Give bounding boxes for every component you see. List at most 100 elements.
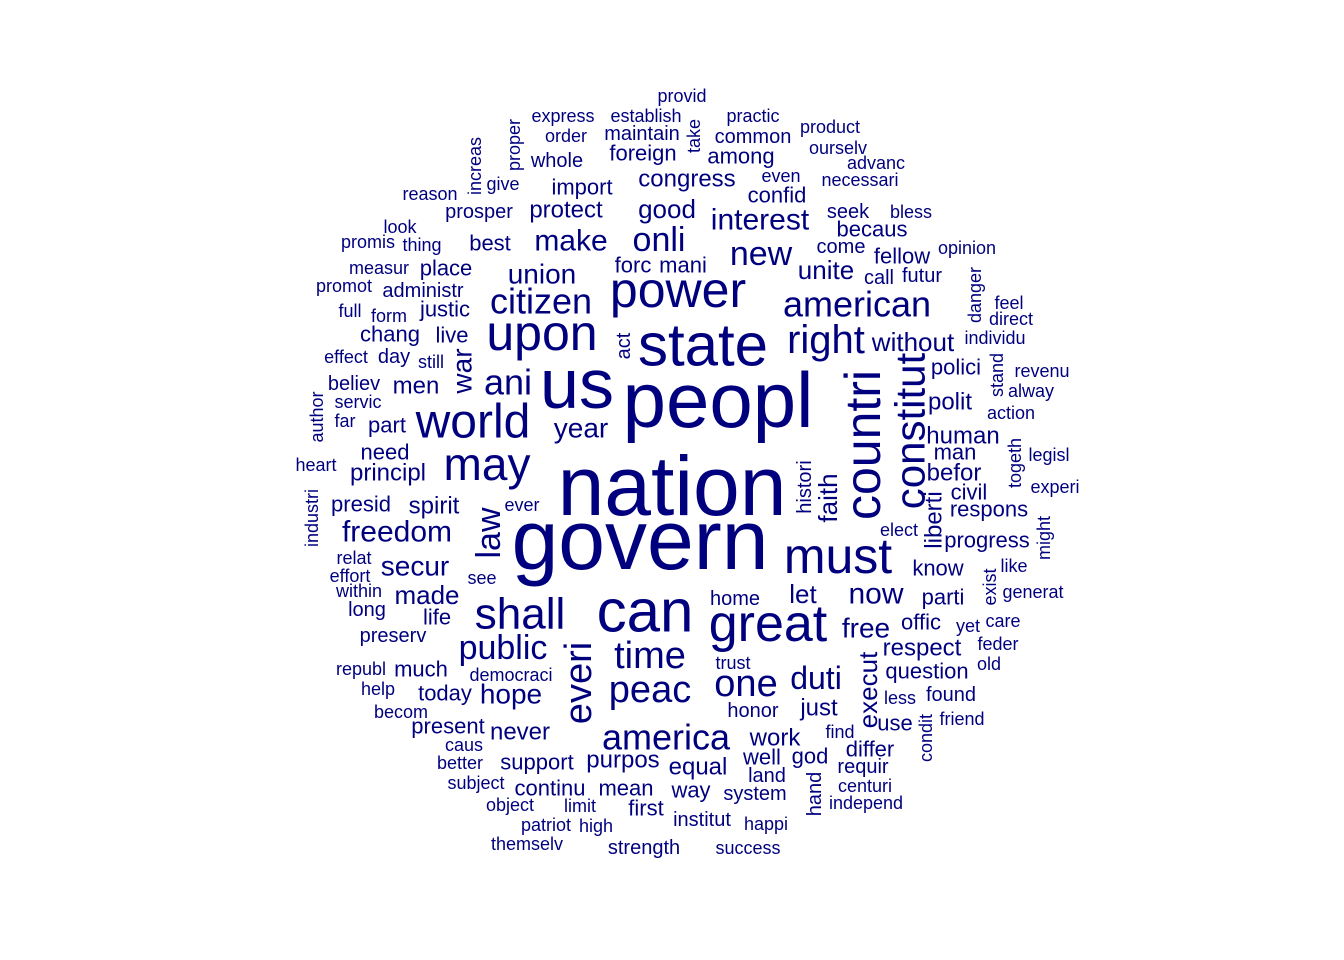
word-liberti: liberti: [921, 491, 948, 548]
word-chang: chang: [360, 322, 420, 347]
word-support: support: [500, 750, 573, 775]
word-still: still: [418, 352, 444, 372]
word-common: common: [715, 126, 792, 148]
word-less: less: [884, 688, 916, 708]
word-preserv: preserv: [360, 625, 427, 647]
word-found: found: [926, 684, 976, 706]
word-presid: presid: [331, 492, 391, 517]
word-respect: respect: [883, 635, 962, 662]
word-establish: establish: [610, 106, 681, 126]
word-opinion: opinion: [938, 238, 996, 258]
word-land: land: [748, 765, 786, 787]
word-stand: stand: [987, 353, 1007, 397]
word-believ: believ: [328, 373, 380, 395]
word-public: public: [459, 629, 548, 667]
word-may: may: [444, 438, 531, 490]
word-shall: shall: [475, 590, 566, 639]
word-interest: interest: [711, 204, 810, 237]
word-america: america: [602, 717, 731, 758]
word-first: first: [628, 796, 663, 821]
word-much: much: [394, 657, 448, 682]
word-today: today: [418, 681, 472, 706]
word-equal: equal: [669, 754, 728, 781]
word-promis: promis: [341, 232, 395, 252]
word-well: well: [742, 745, 781, 770]
word-product: product: [800, 117, 860, 137]
word-present: present: [411, 714, 484, 739]
word-subject: subject: [447, 773, 504, 793]
word-becaus: becaus: [837, 217, 908, 242]
word-express: express: [531, 106, 594, 126]
word-justic: justic: [419, 297, 470, 322]
word-continu: continu: [515, 776, 586, 801]
word-way: way: [670, 778, 710, 803]
word-execut: execut: [853, 651, 883, 728]
word-provid: provid: [657, 86, 706, 106]
word-citizen: citizen: [490, 281, 592, 322]
word-generat: generat: [1002, 582, 1063, 602]
word-themselv: themselv: [491, 834, 563, 854]
word-industri: industri: [302, 489, 322, 547]
word-legisl: legisl: [1028, 445, 1069, 465]
word-measur: measur: [349, 258, 409, 278]
word-mean: mean: [598, 776, 653, 801]
word-ani: ani: [484, 362, 532, 403]
word-place: place: [420, 256, 473, 281]
word-reason: reason: [402, 184, 457, 204]
word-import: import: [551, 175, 612, 200]
word-histori: histori: [794, 460, 816, 513]
word-full: full: [338, 301, 361, 321]
word-life: life: [423, 605, 451, 630]
word-within: within: [335, 581, 382, 601]
word-onli: onli: [633, 221, 686, 259]
word-danger: danger: [965, 267, 985, 323]
word-mani: mani: [659, 253, 707, 278]
word-differ: differ: [846, 737, 895, 762]
word-limit: limit: [564, 796, 596, 816]
word-new: new: [730, 235, 793, 273]
word-question: question: [885, 659, 968, 684]
word-feder: feder: [977, 634, 1018, 654]
word-becom: becom: [374, 702, 428, 722]
word-democraci: democraci: [469, 665, 552, 685]
word-live: live: [435, 323, 468, 348]
word-peac: peac: [609, 669, 691, 711]
word-futur: futur: [902, 265, 942, 287]
word-law: law: [470, 507, 508, 558]
word-duti: duti: [790, 660, 842, 696]
word-act: act: [613, 332, 635, 359]
word-part: part: [368, 413, 406, 438]
word-work: work: [749, 725, 802, 752]
word-everi: everi: [558, 642, 600, 724]
word-power: power: [610, 262, 746, 318]
word-ourselv: ourselv: [809, 138, 867, 158]
word-see: see: [467, 568, 496, 588]
word-prosper: prosper: [445, 201, 513, 223]
word-exist: exist: [980, 568, 1000, 605]
word-direct: direct: [989, 309, 1033, 329]
word-without: without: [871, 327, 955, 357]
word-us: us: [540, 345, 614, 423]
word-parti: parti: [922, 585, 965, 610]
word-just: just: [799, 695, 838, 722]
word-freedom: freedom: [342, 516, 452, 549]
word-constitut: constitut: [887, 352, 934, 509]
word-administr: administr: [382, 280, 463, 302]
word-never: never: [490, 719, 550, 746]
word-form: form: [371, 306, 407, 326]
word-call: call: [864, 267, 894, 289]
word-respons: respons: [950, 497, 1028, 522]
word-congress: congress: [638, 166, 735, 193]
word-republ: republ: [336, 659, 386, 679]
word-even: even: [761, 166, 800, 186]
word-countri: countri: [835, 370, 891, 520]
word-use: use: [877, 711, 912, 736]
word-progress: progress: [944, 528, 1030, 553]
word-author: author: [307, 391, 327, 442]
word-seek: seek: [827, 201, 870, 223]
word-protect: protect: [529, 197, 603, 224]
word-yet: yet: [956, 616, 980, 636]
word-servic: servic: [334, 392, 381, 412]
word-union: union: [508, 259, 577, 290]
